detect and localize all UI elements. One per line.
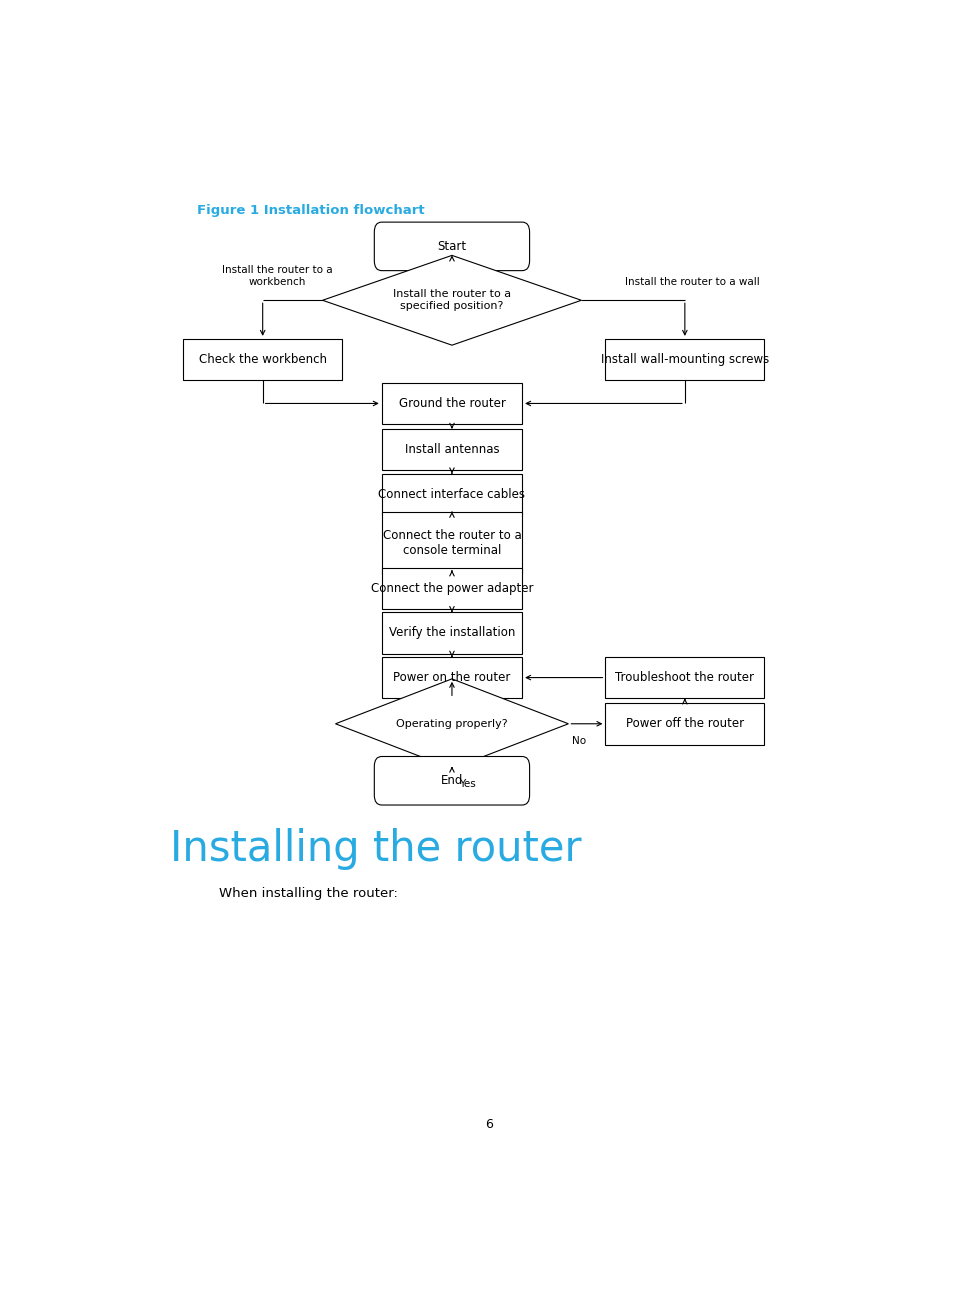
Text: Connect the router to a
console terminal: Connect the router to a console terminal [382, 529, 520, 557]
Text: Troubleshoot the router: Troubleshoot the router [615, 671, 754, 684]
Text: Ground the router: Ground the router [398, 397, 505, 410]
Text: Install the router to a
workbench: Install the router to a workbench [222, 266, 333, 286]
Text: Connect the power adapter: Connect the power adapter [371, 582, 533, 595]
Text: Verify the installation: Verify the installation [389, 626, 515, 639]
Text: Install the router to a
specified position?: Install the router to a specified positi… [393, 289, 511, 311]
Text: Operating properly?: Operating properly? [395, 719, 507, 728]
FancyBboxPatch shape [381, 612, 521, 653]
FancyBboxPatch shape [381, 657, 521, 699]
Polygon shape [322, 255, 580, 345]
Polygon shape [335, 679, 568, 769]
Text: Install the router to a wall: Install the router to a wall [624, 277, 759, 286]
FancyBboxPatch shape [381, 512, 521, 574]
Text: Installing the router: Installing the router [170, 828, 580, 870]
FancyBboxPatch shape [381, 568, 521, 609]
FancyBboxPatch shape [183, 338, 342, 380]
FancyBboxPatch shape [374, 757, 529, 805]
FancyBboxPatch shape [605, 338, 763, 380]
FancyBboxPatch shape [381, 382, 521, 424]
Text: Figure 1 Installation flowchart: Figure 1 Installation flowchart [196, 205, 424, 218]
Text: Install antennas: Install antennas [404, 443, 498, 456]
FancyBboxPatch shape [374, 222, 529, 271]
FancyBboxPatch shape [381, 473, 521, 515]
Text: End: End [440, 774, 462, 787]
Text: Install wall-mounting screws: Install wall-mounting screws [600, 353, 768, 365]
FancyBboxPatch shape [605, 657, 763, 699]
Text: 6: 6 [484, 1117, 493, 1130]
Text: When installing the router:: When installing the router: [219, 886, 397, 899]
Text: Power off the router: Power off the router [625, 717, 743, 730]
Text: Connect interface cables: Connect interface cables [378, 487, 525, 500]
FancyBboxPatch shape [605, 702, 763, 744]
Text: Start: Start [436, 240, 466, 253]
Text: Power on the router: Power on the router [393, 671, 510, 684]
Text: Yes: Yes [459, 779, 476, 789]
Text: Check the workbench: Check the workbench [198, 353, 326, 365]
FancyBboxPatch shape [381, 429, 521, 470]
Text: No: No [572, 736, 585, 745]
